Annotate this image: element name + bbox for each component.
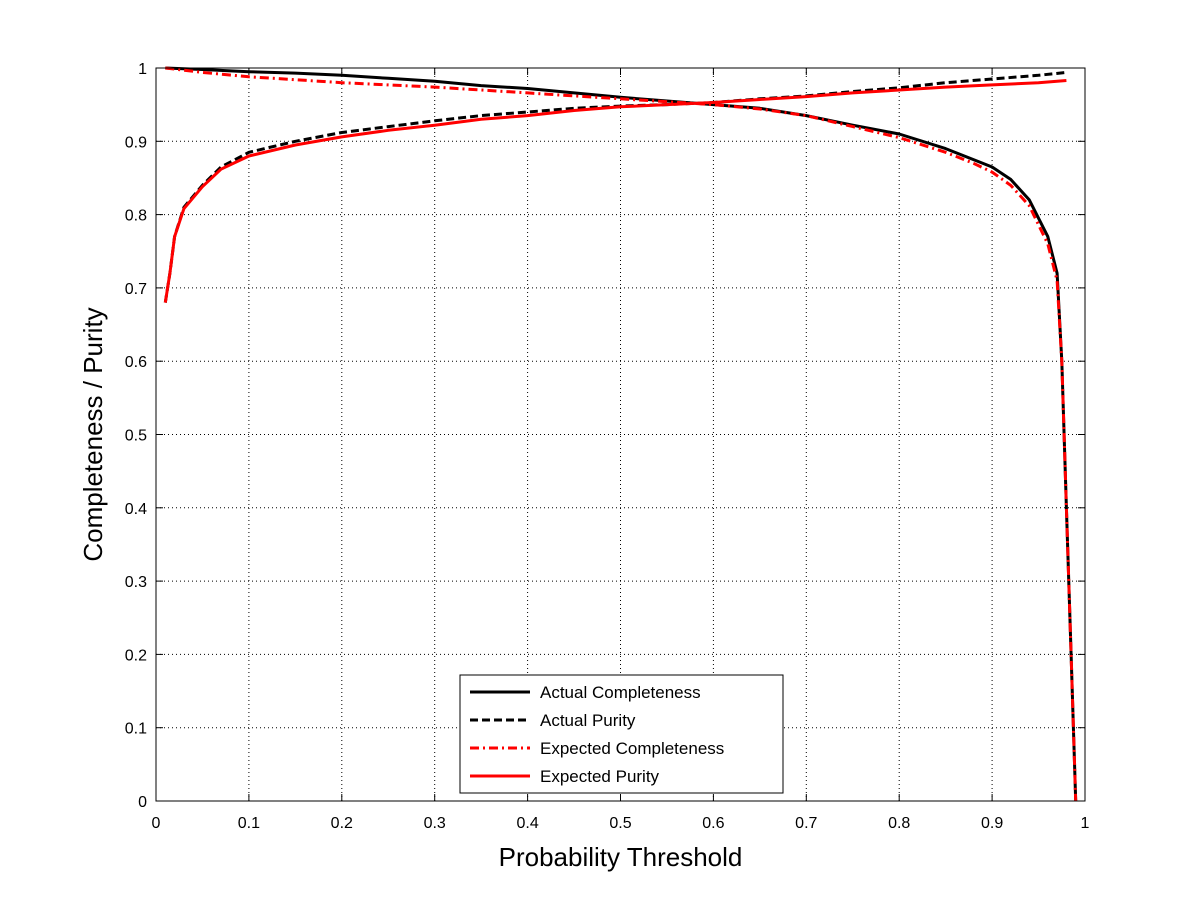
x-tick-label: 0.7 xyxy=(795,815,817,832)
x-tick-label: 0.8 xyxy=(888,815,910,832)
y-tick-label: 0.6 xyxy=(125,354,147,371)
legend-label: Expected Completeness xyxy=(540,739,724,758)
y-tick-label: 0.5 xyxy=(125,428,147,445)
x-tick-label: 1 xyxy=(1081,815,1090,832)
y-tick-label: 0.8 xyxy=(125,208,147,225)
x-tick-label: 0.3 xyxy=(424,815,446,832)
series-line-0 xyxy=(165,66,1078,802)
legend-label: Actual Completeness xyxy=(540,683,701,702)
x-axis-label: Probability Threshold xyxy=(499,842,743,872)
y-tick-label: 0.2 xyxy=(125,647,147,664)
plot-lines xyxy=(163,66,1078,802)
x-tick-label: 0.2 xyxy=(331,815,353,832)
y-tick-label: 0.1 xyxy=(125,721,147,738)
x-tick-label: 0.4 xyxy=(516,815,538,832)
x-tick-label: 0.9 xyxy=(981,815,1003,832)
x-tick-label: 0.1 xyxy=(238,815,260,832)
x-tick-label: 0.6 xyxy=(702,815,724,832)
y-tick-label: 0.7 xyxy=(125,281,147,298)
y-axis-label: Completeness / Purity xyxy=(78,307,108,561)
y-tick-label: 1 xyxy=(138,61,147,78)
legend-label: Actual Purity xyxy=(540,711,636,730)
y-tick-label: 0.9 xyxy=(125,134,147,151)
legend-box xyxy=(459,674,784,794)
legend-item: Expected Purity xyxy=(470,767,660,786)
y-tick-label: 0.3 xyxy=(125,574,147,591)
y-tick-label: 0 xyxy=(138,794,147,811)
legend-item: Actual Completeness xyxy=(470,683,701,702)
series-line-3 xyxy=(163,79,1067,303)
x-tick-label: 0 xyxy=(152,815,161,832)
legend-item: Actual Purity xyxy=(470,711,636,730)
y-tick-label: 0.4 xyxy=(125,501,147,518)
legend: Actual Completeness Actual Purity Expected… xyxy=(459,674,784,794)
axis-ticks: 0 0.1 0.2 0.3 0.4 0.5 0.6 0.7 0.8 0.9 1 0 0.1 0.2 0.3 0… xyxy=(125,61,1090,832)
legend-label: Expected Purity xyxy=(540,767,660,786)
x-tick-label: 0.5 xyxy=(609,815,631,832)
legend-item: Expected Completeness xyxy=(470,739,724,758)
